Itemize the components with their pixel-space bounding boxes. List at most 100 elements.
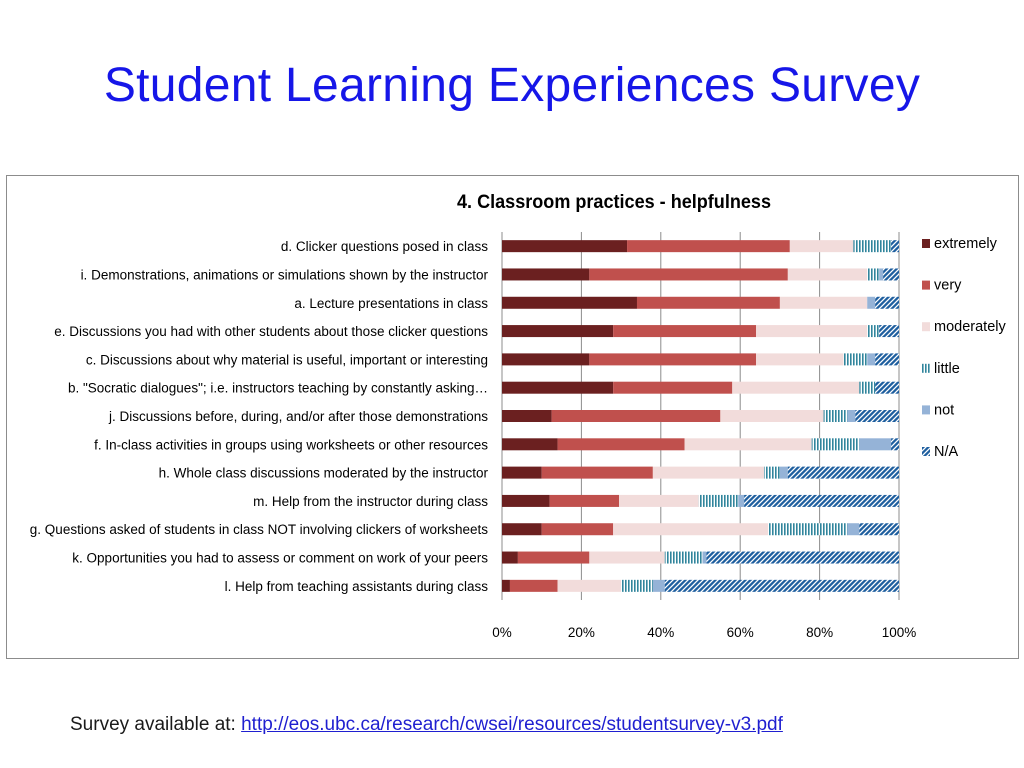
bar-extremely-6: [502, 381, 614, 394]
chart-title: 4. Classroom practices - helpfulness: [457, 192, 771, 213]
bar-not-3: [867, 296, 876, 309]
bar-very-10: [549, 494, 620, 507]
bar-n-a-10: [744, 494, 899, 507]
category-label: g. Questions asked of students in class …: [30, 522, 488, 537]
x-tick-label: 20%: [568, 625, 595, 640]
survey-link[interactable]: http://eos.ubc.ca/research/cwsei/resourc…: [241, 714, 783, 735]
bar-little-8: [811, 438, 860, 451]
bar-moderately-2: [787, 268, 868, 281]
bars: [502, 240, 899, 592]
bar-not-10: [738, 494, 745, 507]
category-label: d. Clicker questions posed in class: [281, 239, 488, 254]
category-labels: d. Clicker questions posed in class i. De…: [30, 239, 489, 594]
bar-little-7: [823, 410, 848, 422]
legend-label-extremely: extremely: [934, 236, 998, 252]
x-tick-label: 100%: [882, 625, 917, 640]
bar-moderately-7: [720, 410, 824, 422]
bar-moderately-3: [779, 296, 868, 309]
bar-extremely-5: [502, 353, 590, 366]
x-tick-label: 40%: [647, 625, 674, 640]
bar-not-2: [879, 268, 884, 281]
legend-swatch-moderately: [922, 322, 930, 332]
category-label: h. Whole class discussions moderated by …: [159, 466, 489, 481]
bar-very-7: [551, 410, 721, 422]
category-label: a. Lecture presentations in class: [294, 296, 488, 311]
bar-extremely-3: [502, 296, 637, 309]
chart-frame: 4. Classroom practices - helpfulness d. …: [6, 175, 1019, 659]
bar-n-a-8: [891, 438, 899, 451]
legend-label-very: very: [934, 278, 962, 294]
bar-extremely-4: [502, 325, 614, 338]
bar-very-4: [613, 325, 757, 338]
x-tick-label: 80%: [806, 625, 833, 640]
legend-swatch-very: [922, 280, 930, 290]
category-label: b. "Socratic dialogues"; i.e. instructor…: [68, 381, 488, 396]
bar-n-a-5: [875, 353, 899, 366]
bar-moderately-6: [732, 381, 860, 394]
legend-label-little: little: [934, 361, 960, 377]
bar-very-12: [517, 551, 590, 564]
bar-extremely-7: [502, 410, 552, 422]
bar-little-11: [767, 523, 848, 536]
bar-n-a-7: [855, 410, 899, 422]
category-label: k. Opportunities you had to assess or co…: [72, 551, 488, 566]
bar-extremely-8: [502, 438, 558, 451]
bar-not-8: [859, 438, 892, 451]
bar-extremely-12: [502, 551, 518, 564]
bar-little-13: [621, 579, 653, 592]
category-label: f. In-class activities in groups using w…: [94, 437, 488, 452]
footer-label: Survey available at:: [70, 714, 236, 735]
bar-n-a-6: [875, 381, 899, 394]
bar-n-a-4: [879, 325, 899, 338]
bar-moderately-4: [756, 325, 868, 338]
bar-little-10: [698, 494, 739, 507]
bar-moderately-10: [619, 494, 699, 507]
x-tick-label: 60%: [727, 625, 754, 640]
bar-n-a-12: [706, 551, 899, 564]
bar-not-13: [652, 579, 665, 592]
category-label: e. Discussions you had with other studen…: [54, 324, 488, 339]
x-tick-label: 0%: [492, 625, 512, 640]
bar-not-5: [867, 353, 876, 366]
legend: extremely very moderately little not N/A: [922, 236, 1006, 460]
bar-little-12: [664, 551, 703, 564]
bar-very-2: [589, 268, 788, 281]
bar-very-9: [541, 466, 653, 479]
footer: Survey available at: http://eos.ubc.ca/r…: [70, 714, 783, 736]
legend-swatch-n-a: [922, 447, 930, 456]
category-label: c. Discussions about why material is use…: [86, 352, 488, 367]
bar-n-a-11: [859, 523, 899, 536]
bar-very-13: [509, 579, 558, 592]
bar-extremely-11: [502, 523, 542, 536]
category-label: m. Help from the instructor during class: [253, 494, 488, 509]
bar-not-9: [779, 466, 788, 479]
bar-little-5: [843, 353, 868, 366]
bar-very-1: [627, 240, 790, 253]
category-label: l. Help from teaching assistants during …: [225, 579, 489, 594]
bar-very-5: [589, 353, 757, 366]
bar-n-a-13: [664, 579, 899, 592]
bar-very-8: [557, 438, 685, 451]
category-label: i. Demonstrations, animations or simulat…: [81, 267, 489, 282]
bar-moderately-13: [557, 579, 622, 592]
bar-extremely-10: [502, 494, 550, 507]
bar-moderately-1: [789, 240, 854, 253]
legend-label-n-a: N/A: [934, 444, 959, 460]
bar-little-9: [764, 466, 780, 479]
bar-moderately-5: [756, 353, 844, 366]
slide-title: Student Learning Experiences Survey: [103, 59, 921, 112]
legend-swatch-little: [922, 363, 930, 373]
bar-not-11: [847, 523, 860, 536]
legend-swatch-extremely: [922, 239, 930, 248]
stacked-bar-chart: 4. Classroom practices - helpfulness d. …: [30, 192, 1007, 640]
bar-little-6: [859, 381, 876, 394]
bar-n-a-3: [875, 296, 899, 309]
bar-extremely-1: [502, 240, 628, 253]
bar-little-2: [867, 268, 880, 281]
bar-extremely-2: [502, 268, 590, 281]
bar-not-7: [847, 410, 856, 422]
bar-n-a-2: [883, 268, 899, 281]
bar-n-a-9: [787, 466, 899, 479]
bar-extremely-9: [502, 466, 542, 479]
bar-very-6: [613, 381, 733, 394]
